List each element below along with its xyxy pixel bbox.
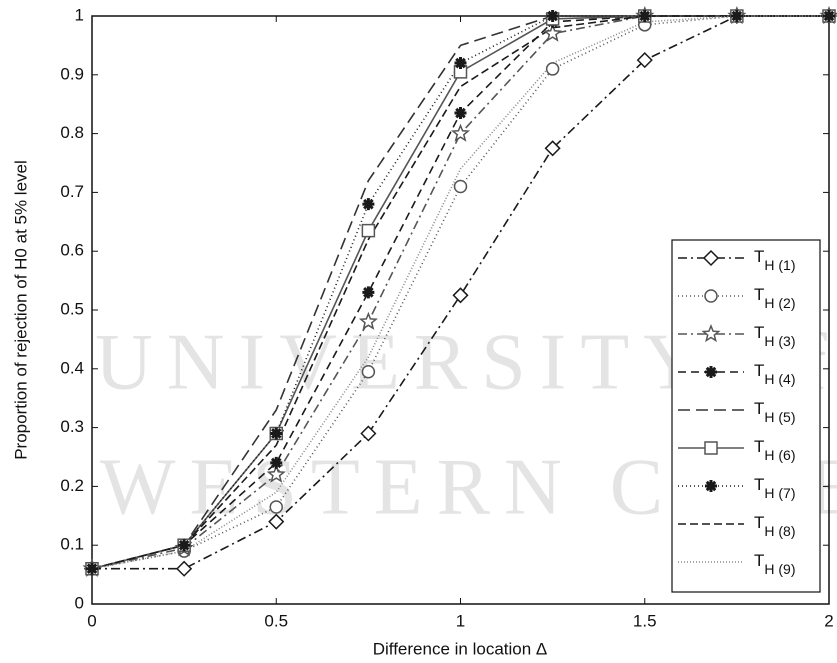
y-tick-label: 0 — [75, 593, 84, 612]
marker — [362, 286, 375, 299]
y-tick-label: 0.7 — [60, 182, 84, 201]
marker — [360, 425, 377, 442]
legend-label: TH (7) — [754, 475, 796, 500]
y-tick-label: 0.2 — [60, 476, 84, 495]
y-tick-label: 0.8 — [60, 123, 84, 142]
marker — [544, 140, 561, 157]
legend-label: TH (9) — [754, 551, 796, 576]
marker — [701, 323, 721, 343]
legend-box — [671, 239, 821, 593]
legend-label: TH (1) — [754, 247, 796, 272]
marker — [823, 10, 835, 22]
marker — [86, 562, 98, 575]
x-tick-label: 0.5 — [264, 611, 288, 630]
y-tick-label: 0.6 — [60, 241, 84, 260]
y-tick-label: 0.1 — [60, 535, 84, 554]
marker — [730, 10, 743, 22]
y-tick-label: 0.9 — [60, 64, 84, 83]
y-tick-label: 0.5 — [60, 299, 84, 318]
x-tick-label: 1 — [456, 611, 465, 630]
marker — [638, 10, 651, 22]
legend-label: TH (3) — [754, 323, 796, 348]
legend-label: TH (8) — [754, 513, 796, 538]
x-tick-label: 1.5 — [633, 611, 657, 630]
marker — [704, 441, 718, 455]
marker — [543, 23, 563, 42]
legend-label: TH (6) — [754, 437, 796, 462]
marker — [705, 480, 717, 492]
y-axis-label: Proportion of rejection of H0 at 5% leve… — [11, 160, 30, 460]
series-line — [91, 15, 829, 570]
marker — [450, 123, 471, 142]
marker — [270, 456, 283, 469]
y-tick-label: 0.3 — [60, 417, 84, 436]
marker — [453, 179, 468, 194]
x-tick-label: 2 — [824, 611, 833, 630]
marker — [705, 366, 717, 378]
series-line — [91, 15, 829, 570]
marker — [269, 500, 283, 514]
y-tick-label: 1 — [75, 5, 84, 24]
marker — [704, 289, 718, 303]
marker — [178, 539, 191, 552]
series-line — [91, 15, 829, 570]
x-tick-label: 0 — [87, 611, 96, 630]
legend-label: TH (5) — [754, 399, 796, 424]
y-tick-label: 0.4 — [60, 358, 84, 377]
marker — [452, 287, 469, 304]
marker — [268, 513, 285, 530]
marker — [636, 52, 653, 69]
marker — [266, 464, 286, 483]
x-axis-label: Difference in location Δ — [373, 639, 548, 658]
marker — [546, 10, 559, 22]
marker — [361, 364, 376, 379]
marker — [176, 560, 193, 577]
marker — [702, 249, 720, 267]
marker — [361, 223, 376, 238]
marker — [454, 107, 467, 120]
legend-label: TH (2) — [754, 285, 796, 310]
legend-label: TH (4) — [754, 361, 796, 386]
marker — [454, 57, 467, 70]
marker — [362, 198, 375, 211]
marker — [545, 62, 560, 76]
marker — [358, 311, 378, 330]
marker — [270, 427, 283, 440]
